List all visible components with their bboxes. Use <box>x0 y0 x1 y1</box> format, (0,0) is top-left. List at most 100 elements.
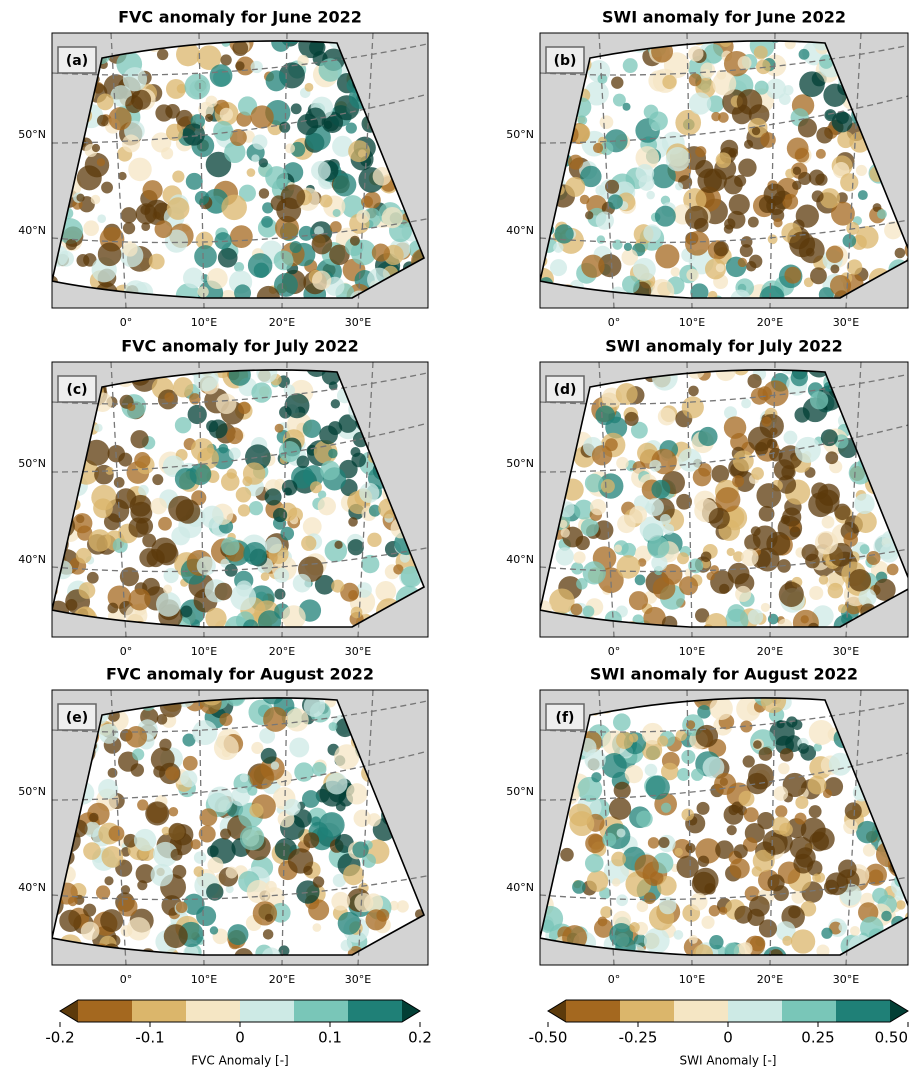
anomaly-blob <box>688 46 703 61</box>
colorbar-bin <box>674 1000 729 1022</box>
anomaly-blob <box>183 123 205 145</box>
anomaly-blob <box>145 801 169 825</box>
anomaly-blob <box>282 605 306 629</box>
anomaly-blob <box>840 173 858 191</box>
anomaly-blob <box>732 475 744 487</box>
anomaly-blob <box>130 430 148 448</box>
anomaly-blob <box>313 876 324 887</box>
anomaly-blob <box>334 744 359 769</box>
anomaly-blob <box>291 103 302 114</box>
anomaly-blob <box>677 552 689 564</box>
anomaly-blob <box>83 904 96 917</box>
anomaly-blob <box>757 812 774 829</box>
lat-tick-label: 40°N <box>506 224 534 237</box>
anomaly-blob <box>58 251 74 267</box>
anomaly-blob <box>838 860 857 879</box>
anomaly-blob <box>352 842 368 858</box>
anomaly-blob <box>608 194 623 209</box>
anomaly-blob <box>581 255 604 278</box>
anomaly-blob <box>830 264 839 273</box>
anomaly-blob <box>188 405 207 424</box>
anomaly-blob <box>701 551 712 562</box>
anomaly-blob <box>129 588 151 610</box>
panel-label: (b) <box>554 53 577 69</box>
colorbar-extend <box>548 1000 566 1022</box>
anomaly-blob <box>138 485 149 496</box>
anomaly-blob <box>714 241 729 256</box>
anomaly-blob <box>221 472 240 491</box>
anomaly-blob <box>251 61 263 73</box>
anomaly-blob <box>299 226 314 241</box>
anomaly-blob <box>197 556 216 575</box>
anomaly-blob <box>206 420 218 432</box>
anomaly-blob <box>338 912 361 935</box>
lat-tick-label: 50°N <box>506 785 534 798</box>
anomaly-blob <box>648 837 659 848</box>
panel-label: (e) <box>66 710 88 726</box>
anomaly-blob <box>274 568 289 583</box>
colorbar-label: FVC Anomaly [-] <box>191 1054 288 1068</box>
anomaly-blob <box>183 268 204 289</box>
anomaly-blob <box>89 813 98 822</box>
anomaly-blob <box>738 258 747 267</box>
anomaly-blob <box>644 928 670 954</box>
anomaly-blob <box>716 152 732 168</box>
anomaly-blob <box>585 474 604 493</box>
anomaly-blob <box>319 812 345 838</box>
anomaly-blob <box>616 383 638 405</box>
anomaly-blob <box>793 854 813 874</box>
anomaly-blob <box>273 508 287 522</box>
anomaly-blob <box>866 551 880 565</box>
anomaly-blob <box>659 837 670 848</box>
anomaly-blob <box>741 399 751 409</box>
anomaly-blob <box>775 805 787 817</box>
colorbar: -0.2-0.100.10.2FVC Anomaly [-] <box>45 1000 432 1068</box>
anomaly-blob <box>795 437 821 463</box>
anomaly-blob <box>243 542 266 565</box>
anomaly-blob <box>671 267 680 276</box>
anomaly-blob <box>175 417 191 433</box>
colorbar-tick-label: -0.25 <box>619 1029 658 1047</box>
anomaly-blob <box>81 922 100 941</box>
anomaly-blob <box>68 896 78 906</box>
anomaly-blob <box>251 742 263 754</box>
anomaly-blob <box>798 118 817 137</box>
anomaly-blob <box>350 236 360 246</box>
anomaly-blob <box>251 382 271 402</box>
anomaly-blob <box>99 724 119 744</box>
lon-tick-label: 10°E <box>191 645 217 658</box>
anomaly-blob <box>686 269 698 281</box>
anomaly-blob <box>751 467 764 480</box>
anomaly-blob <box>662 75 676 89</box>
anomaly-blob <box>191 839 201 849</box>
anomaly-blob <box>747 773 768 794</box>
anomaly-blob <box>59 910 81 932</box>
anomaly-blob <box>693 468 712 487</box>
anomaly-blob <box>660 514 671 525</box>
anomaly-blob <box>123 222 135 234</box>
anomaly-blob <box>716 263 725 272</box>
anomaly-blob <box>825 451 838 464</box>
anomaly-blob <box>236 487 251 502</box>
anomaly-blob <box>709 508 730 529</box>
anomaly-blob <box>155 220 173 238</box>
anomaly-blob <box>583 605 595 617</box>
anomaly-blob <box>596 212 614 230</box>
anomaly-blob <box>553 242 563 252</box>
anomaly-blob <box>320 461 340 481</box>
anomaly-blob <box>666 147 690 171</box>
colorbar-extend <box>402 1000 420 1022</box>
anomaly-blob <box>229 447 241 459</box>
lon-tick-label: 10°E <box>679 645 705 658</box>
lon-tick-label: 10°E <box>679 973 705 986</box>
anomaly-blob <box>77 165 102 190</box>
anomaly-blob <box>311 816 320 825</box>
anomaly-blob <box>180 770 197 787</box>
anomaly-blob <box>330 221 342 233</box>
anomaly-blob <box>228 924 249 945</box>
anomaly-blob <box>354 810 371 827</box>
lon-tick-label: 20°E <box>269 316 295 329</box>
colorbar-bin <box>566 1000 621 1022</box>
anomaly-blob <box>585 834 605 854</box>
anomaly-blob <box>108 603 119 614</box>
